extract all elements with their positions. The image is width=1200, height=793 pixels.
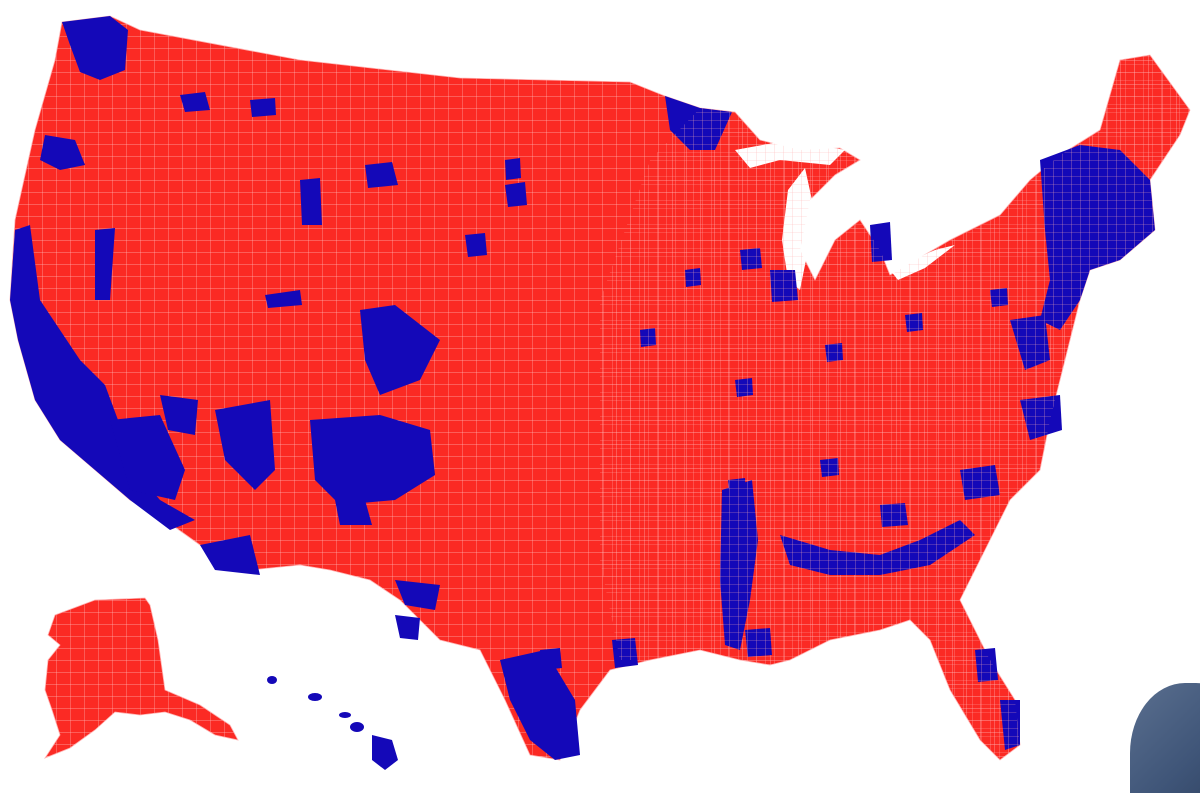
utah-blue <box>160 395 198 435</box>
nevada-blue <box>215 400 275 490</box>
south-dakota-blue <box>465 233 487 257</box>
idaho-north-blue <box>180 92 210 112</box>
south-texas-blue <box>500 650 580 760</box>
oregon-central-blue <box>95 228 115 300</box>
hawaii-maui <box>350 722 364 732</box>
new-mexico-south-blue <box>335 500 372 525</box>
alaska-borders <box>45 598 238 758</box>
hawaii-molokai <box>339 712 351 718</box>
el-paso-blue <box>395 615 420 640</box>
hawaii <box>267 676 398 770</box>
dakota-reservation-blue <box>505 158 521 180</box>
colorado-blue <box>360 305 440 395</box>
hawaii-kauai <box>267 676 277 684</box>
alaska <box>43 597 239 759</box>
west-texas-blue <box>395 580 440 610</box>
oregon-west-blue <box>40 135 85 170</box>
washington-west-blue <box>62 16 128 80</box>
montana-west-blue <box>250 98 276 117</box>
montana-blue <box>365 162 398 188</box>
contiguous-us <box>9 15 1191 761</box>
california-coast-blue <box>10 225 195 530</box>
hawaii-big-island <box>372 735 398 770</box>
hawaii-oahu <box>308 693 322 701</box>
idaho-blue <box>300 178 322 225</box>
arizona-blue <box>200 535 260 575</box>
north-dakota-blue <box>505 182 527 207</box>
county-borders-east <box>600 55 1190 760</box>
new-mexico-colorado-blue <box>310 415 435 505</box>
socal-blue <box>110 415 185 500</box>
austin-blue <box>540 648 562 670</box>
wyoming-blue <box>265 290 302 308</box>
